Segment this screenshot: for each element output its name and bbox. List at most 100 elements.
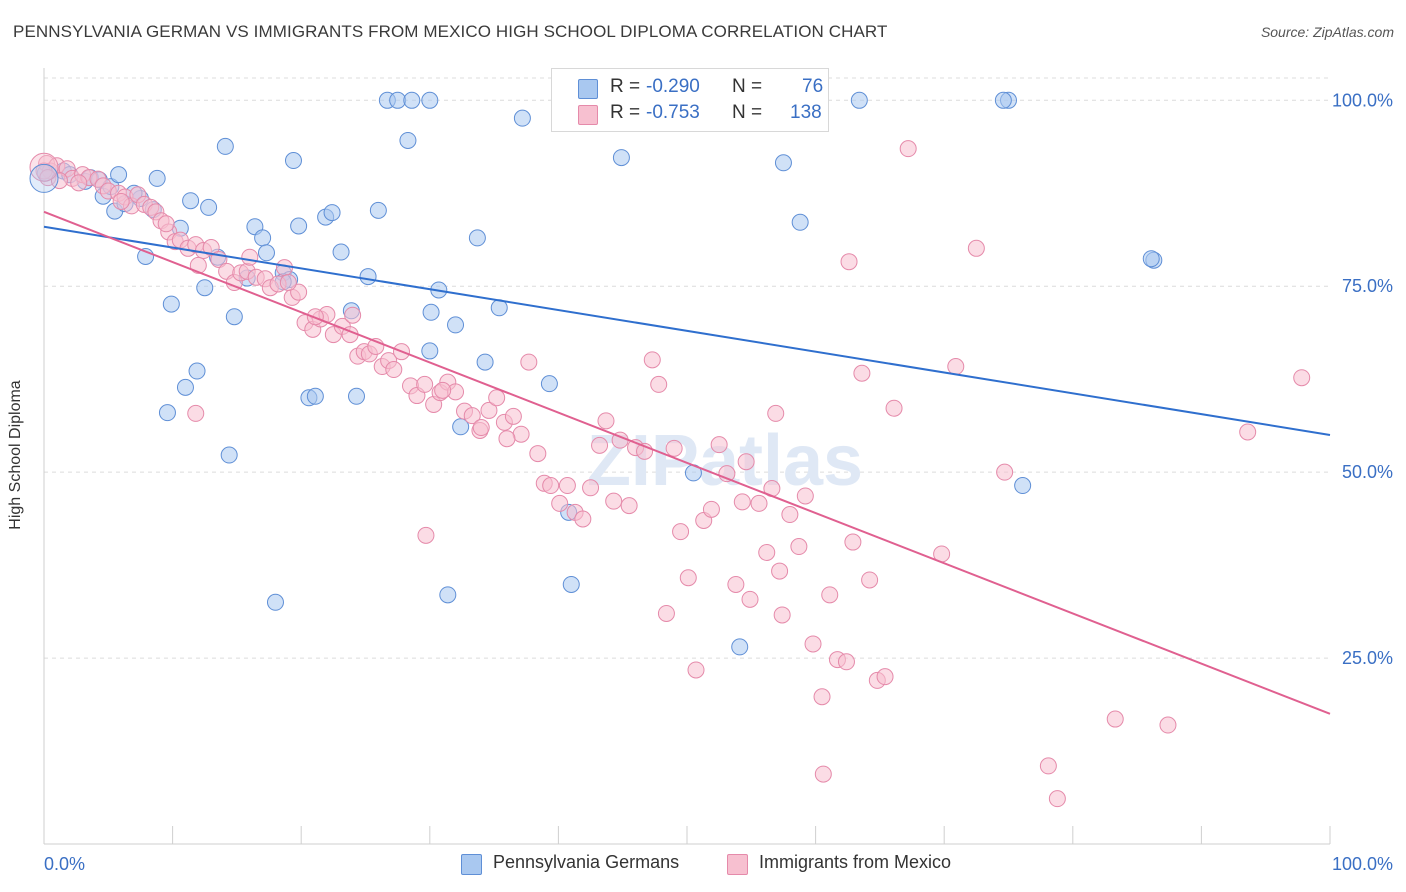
data-point-pennsylvania-germans <box>369 201 387 219</box>
legend-swatch-pink <box>578 105 598 125</box>
data-point-immigrants-from-mexico <box>781 506 799 524</box>
data-point-pennsylvania-germans <box>421 342 439 360</box>
data-point-immigrants-from-mexico <box>488 389 506 407</box>
data-point-immigrants-from-mexico <box>1048 790 1066 808</box>
data-point-pennsylvania-germans <box>216 137 234 155</box>
correlation-legend: R = -0.290 N = 76 R = -0.753 N = 138 <box>551 68 829 132</box>
legend-n-value: 76 <box>802 76 824 97</box>
data-point-pennsylvania-germans <box>476 353 494 371</box>
data-point-immigrants-from-mexico <box>463 407 481 425</box>
legend-swatch-blue <box>578 79 598 99</box>
data-point-immigrants-from-mexico <box>840 253 858 271</box>
data-point-immigrants-from-mexico <box>710 436 728 454</box>
data-point-immigrants-from-mexico <box>796 487 814 505</box>
data-point-immigrants-from-mexico <box>773 606 791 624</box>
data-point-pennsylvania-germans <box>196 279 214 297</box>
data-point-immigrants-from-mexico <box>416 375 434 393</box>
x-tick-label: 100.0% <box>1332 854 1393 874</box>
y-tick-label: 100.0% <box>1332 90 1393 110</box>
data-point-pennsylvania-germans <box>332 243 350 261</box>
data-point-immigrants-from-mexico <box>591 436 609 454</box>
data-point-pennsylvania-germans <box>562 575 580 593</box>
data-point-pennsylvania-germans <box>220 446 238 464</box>
data-point-pennsylvania-germans <box>421 91 439 109</box>
trend-line-pennsylvania-germans <box>43 225 1331 436</box>
data-point-pennsylvania-germans <box>1014 477 1032 495</box>
chart-title: PENNSYLVANIA GERMAN VS IMMIGRANTS FROM M… <box>13 22 888 41</box>
data-point-immigrants-from-mexico <box>520 353 538 371</box>
data-point-pennsylvania-germans <box>188 362 206 380</box>
data-point-pennsylvania-germans <box>359 268 377 286</box>
data-point-pennsylvania-germans <box>513 109 531 127</box>
data-point-immigrants-from-mexico <box>542 477 560 495</box>
data-point-immigrants-from-mexico <box>643 351 661 369</box>
data-point-pennsylvania-germans <box>791 213 809 231</box>
data-point-pennsylvania-germans <box>306 387 324 405</box>
data-point-pennsylvania-germans <box>439 586 457 604</box>
data-point-immigrants-from-mexico <box>187 404 205 422</box>
data-point-immigrants-from-mexico <box>1293 369 1311 387</box>
legend-r-label: R = <box>610 102 641 123</box>
data-point-pennsylvania-germans <box>1142 250 1160 268</box>
data-point-immigrants-from-mexico <box>665 439 683 457</box>
data-point-immigrants-from-mexico <box>672 523 690 541</box>
data-point-immigrants-from-mexico <box>814 765 832 783</box>
data-point-pennsylvania-germans <box>290 217 308 235</box>
data-point-immigrants-from-mexico <box>279 274 297 292</box>
data-point-immigrants-from-mexico <box>844 533 862 551</box>
legend-r-value: -0.290 <box>646 76 700 97</box>
legend-r-value: -0.753 <box>646 102 700 123</box>
y-tick-label: 75.0% <box>1342 276 1393 296</box>
data-point-immigrants-from-mexico <box>344 306 362 324</box>
data-point-pennsylvania-germans <box>540 375 558 393</box>
data-point-immigrants-from-mexico <box>861 571 879 589</box>
data-point-immigrants-from-mexico <box>1039 757 1057 775</box>
data-point-immigrants-from-mexico <box>804 635 822 653</box>
data-point-pennsylvania-germans <box>110 166 128 184</box>
bottom-legend-swatch-blue <box>461 854 482 875</box>
bottom-legend-label: Immigrants from Mexico <box>759 852 952 872</box>
y-axis-label: High School Diploma <box>7 380 24 530</box>
data-point-immigrants-from-mexico <box>50 172 68 190</box>
data-point-pennsylvania-germans <box>422 303 440 321</box>
data-point-immigrants-from-mexico <box>750 494 768 512</box>
data-point-immigrants-from-mexico <box>1239 423 1257 441</box>
watermark: ZIPatlas <box>587 421 863 501</box>
data-point-pennsylvania-germans <box>347 387 365 405</box>
data-point-immigrants-from-mexico <box>650 375 668 393</box>
data-point-immigrants-from-mexico <box>996 463 1014 481</box>
data-point-immigrants-from-mexico <box>597 412 615 430</box>
data-point-pennsylvania-germans <box>447 316 465 334</box>
legend-r-label: R = <box>610 76 641 97</box>
legend-n-label: N = <box>732 102 763 123</box>
data-point-immigrants-from-mexico <box>480 401 498 419</box>
data-point-pennsylvania-germans <box>468 229 486 247</box>
trend-line-immigrants-from-mexico <box>43 210 1331 715</box>
data-point-immigrants-from-mexico <box>529 445 547 463</box>
data-point-immigrants-from-mexico <box>241 248 259 266</box>
data-point-immigrants-from-mexico <box>504 407 522 425</box>
data-point-immigrants-from-mexico <box>702 500 720 518</box>
data-point-pennsylvania-germans <box>266 593 284 611</box>
data-point-pennsylvania-germans <box>399 131 417 149</box>
bottom-legend-label: Pennsylvania Germans <box>493 852 680 872</box>
data-point-immigrants-from-mexico <box>620 497 638 515</box>
data-point-pennsylvania-germans <box>389 91 407 109</box>
data-point-pennsylvania-germans <box>850 91 868 109</box>
data-point-immigrants-from-mexico <box>551 494 569 512</box>
data-point-immigrants-from-mexico <box>876 668 894 686</box>
data-point-immigrants-from-mexico <box>813 688 831 706</box>
bottom-legend-swatch-pink <box>727 854 748 875</box>
data-point-immigrants-from-mexico <box>112 192 130 210</box>
data-point-immigrants-from-mexico <box>967 239 985 257</box>
data-point-immigrants-from-mexico <box>70 174 88 192</box>
data-point-immigrants-from-mexico <box>582 479 600 497</box>
data-point-immigrants-from-mexico <box>899 140 917 158</box>
data-point-pennsylvania-germans <box>148 169 166 187</box>
data-point-pennsylvania-germans <box>731 638 749 656</box>
legend-n-label: N = <box>732 76 763 97</box>
data-point-pennsylvania-germans <box>403 91 421 109</box>
data-point-pennsylvania-germans <box>162 295 180 313</box>
data-point-immigrants-from-mexico <box>157 215 175 233</box>
